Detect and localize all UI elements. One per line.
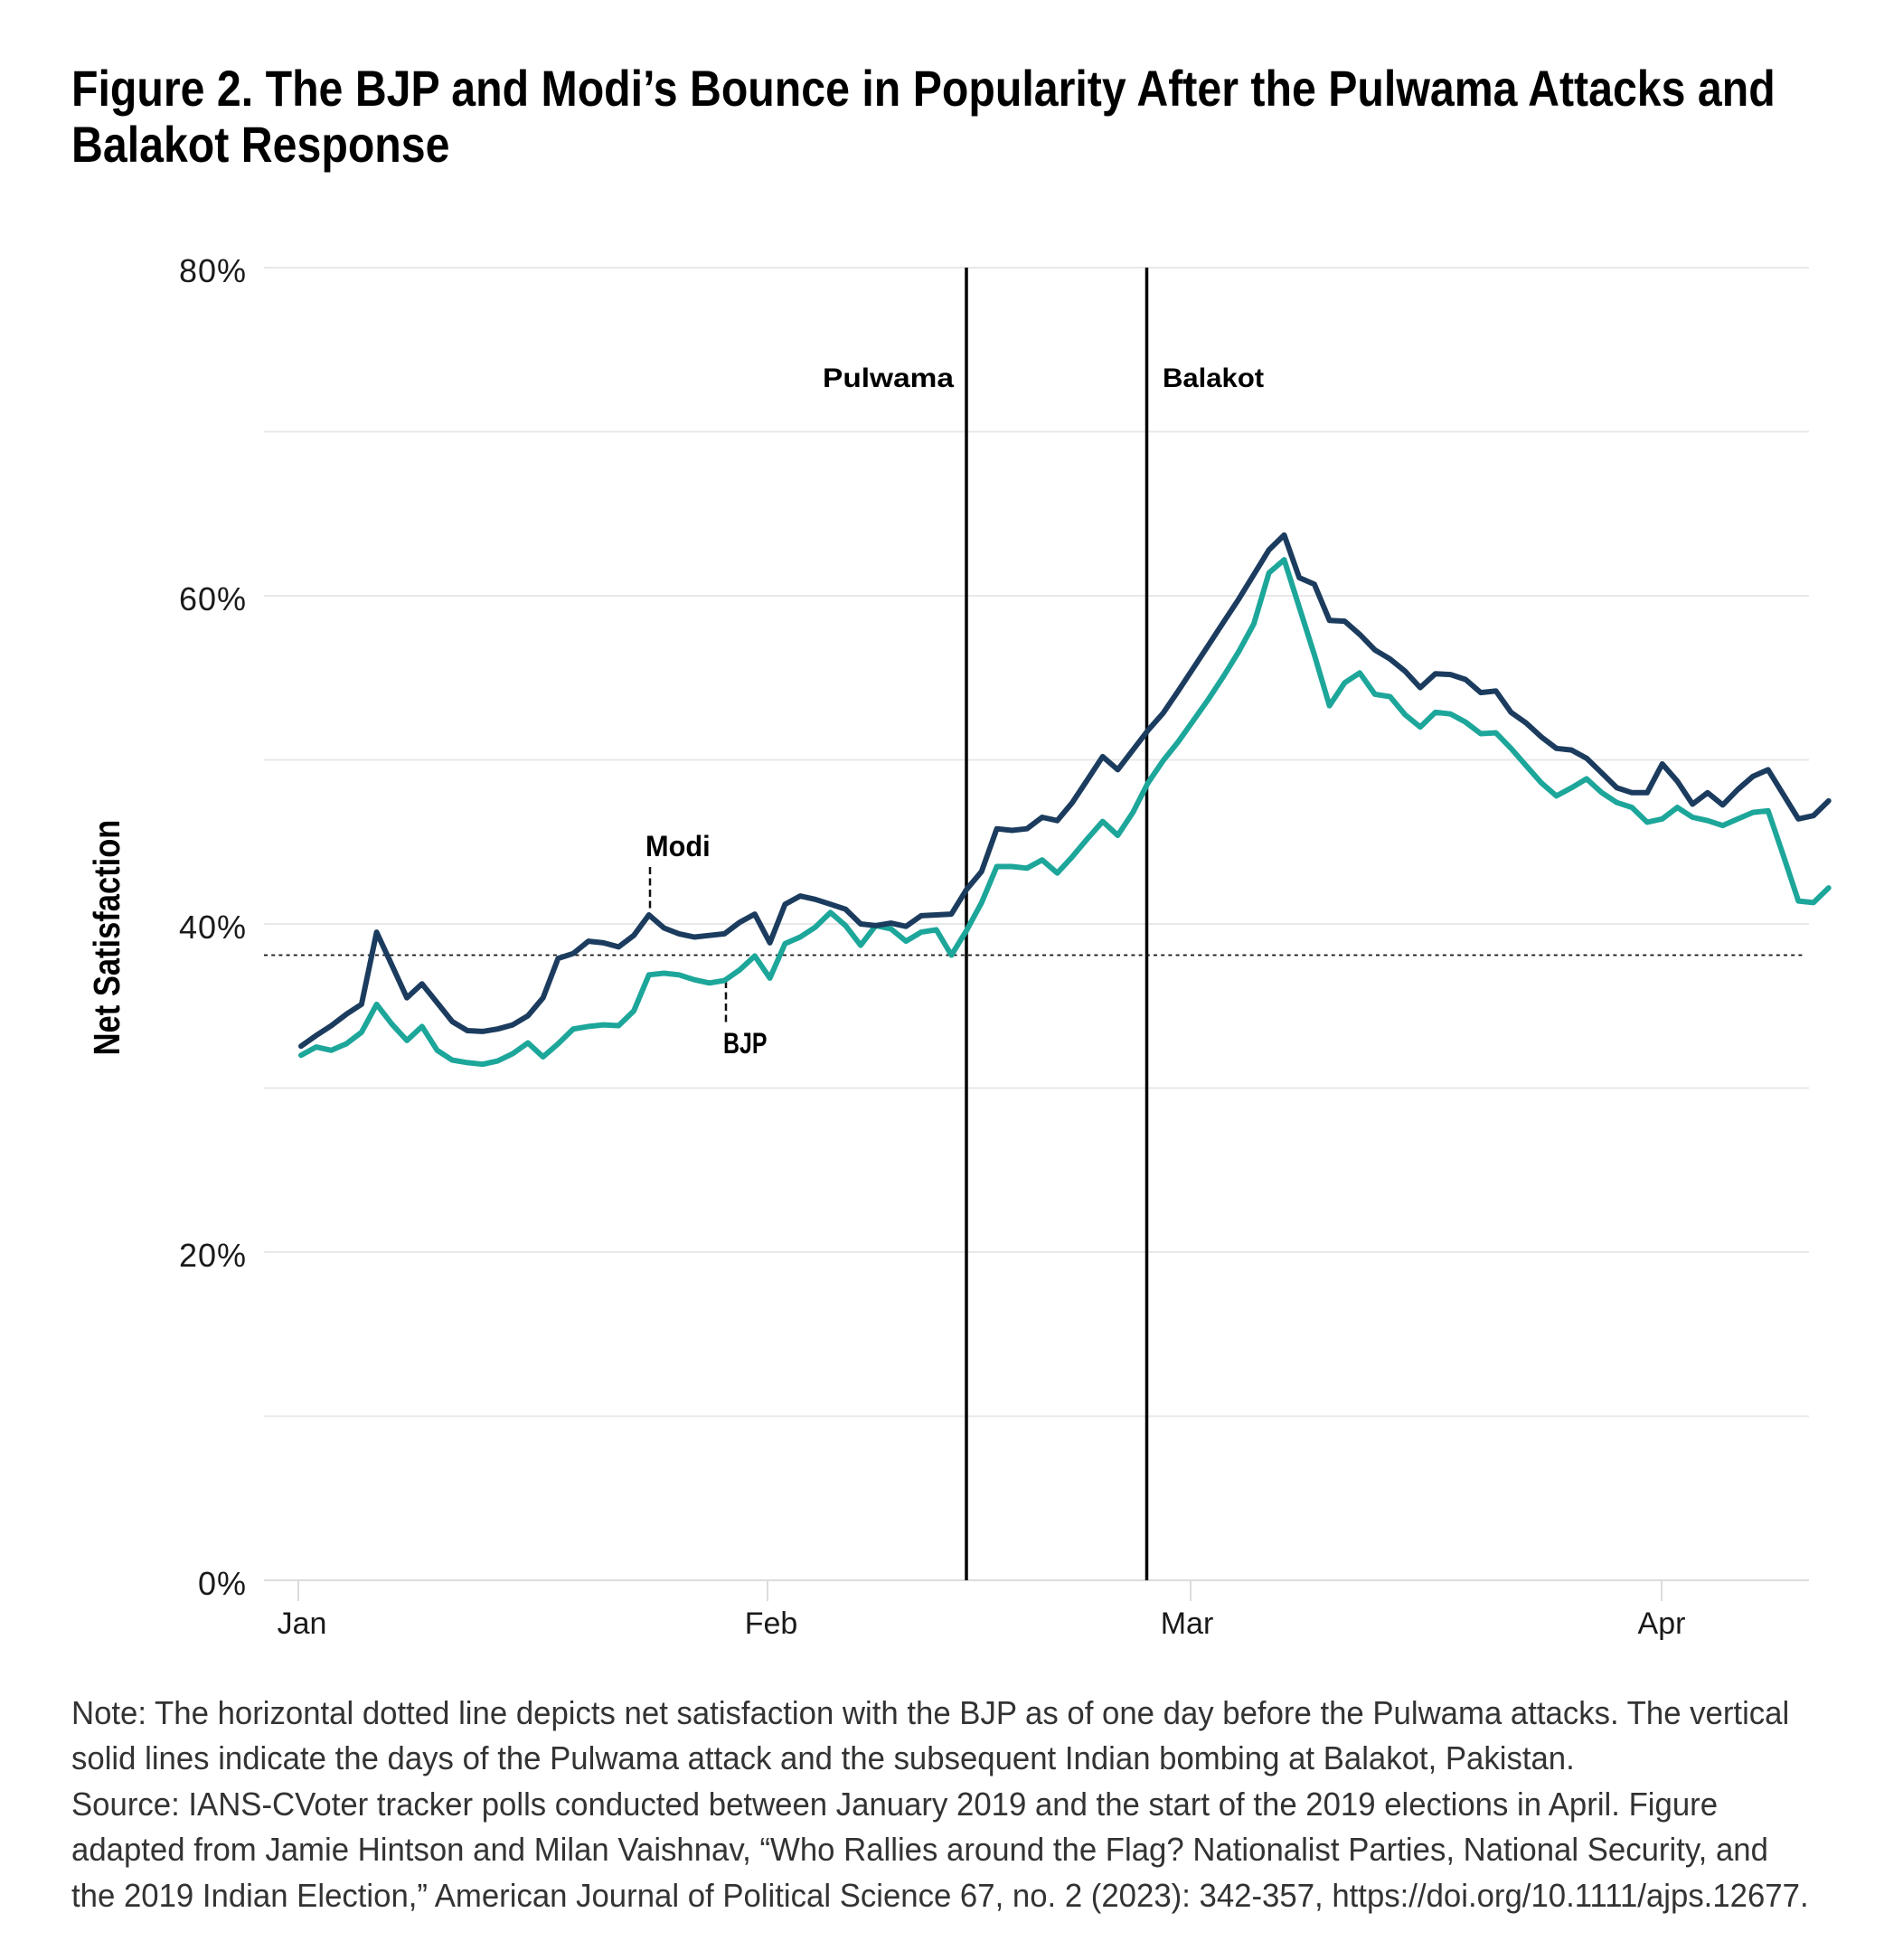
svg-text:40%: 40% (179, 909, 247, 946)
svg-text:BJP: BJP (723, 1028, 768, 1060)
svg-text:Mar: Mar (1161, 1607, 1214, 1641)
svg-text:Feb: Feb (745, 1607, 798, 1641)
svg-text:Pulwama: Pulwama (823, 363, 954, 393)
svg-text:Net Satisfaction: Net Satisfaction (87, 820, 127, 1056)
svg-text:Jan: Jan (278, 1607, 327, 1641)
svg-text:0%: 0% (198, 1565, 247, 1602)
svg-text:20%: 20% (179, 1237, 247, 1274)
svg-text:Apr: Apr (1638, 1607, 1686, 1641)
svg-text:Balakot: Balakot (1163, 363, 1264, 392)
svg-text:60%: 60% (179, 580, 247, 617)
svg-text:Modi: Modi (645, 830, 711, 862)
svg-text:80%: 80% (179, 252, 247, 289)
